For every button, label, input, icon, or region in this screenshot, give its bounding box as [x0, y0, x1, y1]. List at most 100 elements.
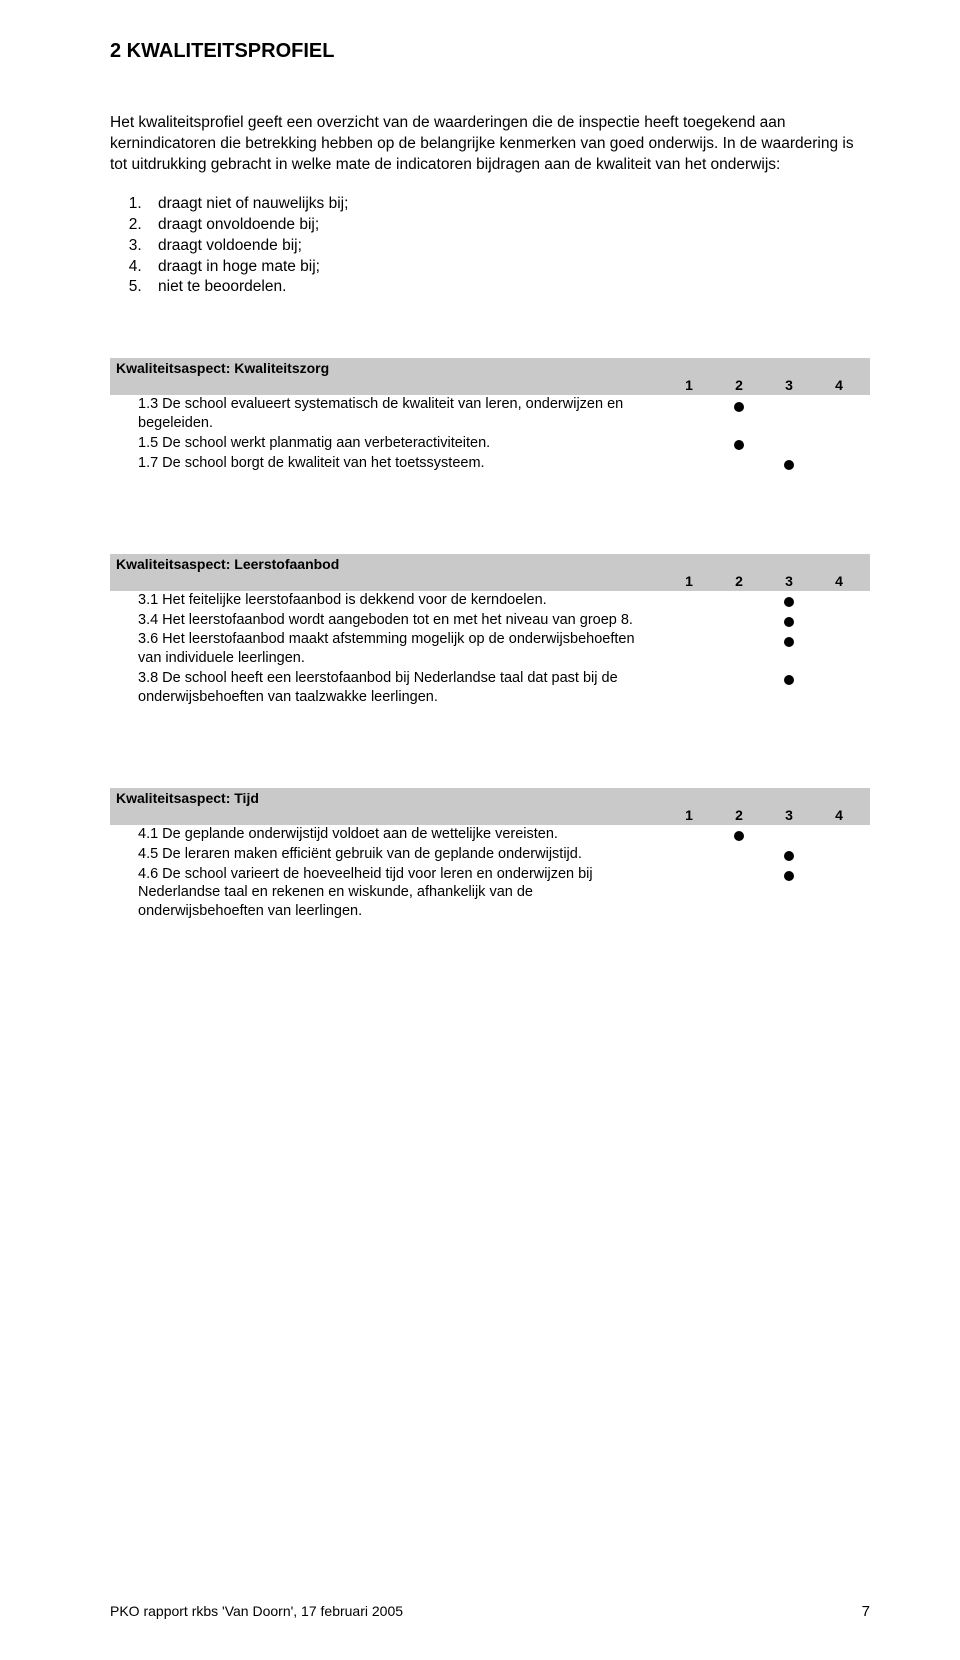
score-cell [714, 845, 764, 864]
score-cell [664, 454, 714, 473]
score-cell [814, 865, 864, 922]
item-description: 4.5 De leraren maken efficiënt gebruik v… [116, 845, 664, 864]
score-header-1: 1 [664, 807, 714, 823]
score-cell [664, 669, 714, 707]
score-header-2: 2 [714, 377, 764, 393]
score-cell [714, 611, 764, 630]
score-dot-icon [784, 637, 794, 647]
score-dot-icon [784, 675, 794, 685]
item-description: 1.3 De school evalueert systematisch de … [116, 395, 664, 433]
score-header-1: 1 [664, 377, 714, 393]
item-description: 4.1 De geplande onderwijstijd voldoet aa… [116, 825, 664, 844]
score-dot-icon [784, 617, 794, 627]
score-cell [764, 845, 814, 864]
legend-item: niet te beoordelen. [146, 277, 870, 298]
score-dot-icon [784, 597, 794, 607]
table-row: 1.5 De school werkt planmatig aan verbet… [110, 434, 870, 454]
score-dot-icon [734, 831, 744, 841]
aspect-title: Kwaliteitsaspect: Kwaliteitszorg [110, 358, 870, 377]
score-cell [764, 454, 814, 473]
aspect-title: Kwaliteitsaspect: Leerstofaanbod [110, 554, 870, 573]
score-header-4: 4 [814, 807, 864, 823]
header-spacer [116, 807, 664, 823]
score-cell [764, 434, 814, 453]
aspect-kwaliteitszorg: Kwaliteitsaspect: Kwaliteitszorg 1 2 3 4… [110, 358, 870, 473]
aspect-items: 4.1 De geplande onderwijstijd voldoet aa… [110, 825, 870, 922]
score-cell [814, 845, 864, 864]
score-dot-icon [734, 440, 744, 450]
aspect-score-header: 1 2 3 4 [110, 807, 870, 825]
table-row: 1.3 De school evalueert systematisch de … [110, 395, 870, 434]
score-cell [764, 669, 814, 707]
score-cell [664, 395, 714, 433]
score-cell [664, 865, 714, 922]
score-cell [764, 611, 814, 630]
score-header-3: 3 [764, 377, 814, 393]
score-cell [814, 434, 864, 453]
aspect-items: 3.1 Het feitelijke leerstofaanbod is dek… [110, 591, 870, 708]
score-cell [714, 395, 764, 433]
page-title: 2 KWALITEITSPROFIEL [110, 40, 870, 63]
score-cell [814, 591, 864, 610]
score-cell [664, 845, 714, 864]
legend-item: draagt voldoende bij; [146, 236, 870, 257]
aspect-leerstofaanbod: Kwaliteitsaspect: Leerstofaanbod 1 2 3 4… [110, 554, 870, 708]
score-cell [764, 630, 814, 668]
item-description: 1.5 De school werkt planmatig aan verbet… [116, 434, 664, 453]
score-cell [714, 630, 764, 668]
score-cell [814, 395, 864, 433]
score-cell [814, 669, 864, 707]
score-header-2: 2 [714, 807, 764, 823]
score-cell [764, 865, 814, 922]
table-row: 4.5 De leraren maken efficiënt gebruik v… [110, 845, 870, 865]
aspect-tijd: Kwaliteitsaspect: Tijd 1 2 3 4 4.1 De ge… [110, 788, 870, 922]
legend-item: draagt in hoge mate bij; [146, 257, 870, 278]
score-cell [814, 630, 864, 668]
item-description: 1.7 De school borgt de kwaliteit van het… [116, 454, 664, 473]
header-spacer [116, 377, 664, 393]
legend-item: draagt niet of nauwelijks bij; [146, 194, 870, 215]
item-description: 3.6 Het leerstofaanbod maakt afstemming … [116, 630, 664, 668]
score-dot-icon [784, 851, 794, 861]
score-header-4: 4 [814, 377, 864, 393]
table-row: 4.1 De geplande onderwijstijd voldoet aa… [110, 825, 870, 845]
score-cell [814, 611, 864, 630]
score-cell [664, 630, 714, 668]
table-row: 1.7 De school borgt de kwaliteit van het… [110, 454, 870, 474]
intro-paragraph: Het kwaliteitsprofiel geeft een overzich… [110, 113, 870, 176]
page-footer: PKO rapport rkbs 'Van Doorn', 17 februar… [110, 1603, 870, 1620]
table-row: 3.4 Het leerstofaanbod wordt aangeboden … [110, 611, 870, 631]
score-cell [714, 454, 764, 473]
score-cell [664, 825, 714, 844]
score-dot-icon [734, 402, 744, 412]
table-row: 3.8 De school heeft een leerstofaanbod b… [110, 669, 870, 708]
score-cell [814, 454, 864, 473]
score-header-3: 3 [764, 807, 814, 823]
score-header-1: 1 [664, 573, 714, 589]
score-header-3: 3 [764, 573, 814, 589]
score-cell [714, 865, 764, 922]
table-row: 4.6 De school varieert de hoeveelheid ti… [110, 865, 870, 923]
item-description: 3.8 De school heeft een leerstofaanbod b… [116, 669, 664, 707]
score-cell [714, 669, 764, 707]
score-cell [714, 825, 764, 844]
aspect-title: Kwaliteitsaspect: Tijd [110, 788, 870, 807]
page-container: 2 KWALITEITSPROFIEL Het kwaliteitsprofie… [0, 0, 960, 1660]
score-cell [714, 434, 764, 453]
score-header-4: 4 [814, 573, 864, 589]
table-row: 3.1 Het feitelijke leerstofaanbod is dek… [110, 591, 870, 611]
item-description: 4.6 De school varieert de hoeveelheid ti… [116, 865, 664, 922]
legend-item: draagt onvoldoende bij; [146, 215, 870, 236]
score-cell [764, 825, 814, 844]
score-cell [664, 434, 714, 453]
score-header-2: 2 [714, 573, 764, 589]
page-number: 7 [862, 1603, 870, 1620]
aspect-score-header: 1 2 3 4 [110, 377, 870, 395]
header-spacer [116, 573, 664, 589]
score-cell [714, 591, 764, 610]
footer-text: PKO rapport rkbs 'Van Doorn', 17 februar… [110, 1603, 403, 1619]
score-dot-icon [784, 871, 794, 881]
aspect-score-header: 1 2 3 4 [110, 573, 870, 591]
item-description: 3.1 Het feitelijke leerstofaanbod is dek… [116, 591, 664, 610]
score-cell [814, 825, 864, 844]
